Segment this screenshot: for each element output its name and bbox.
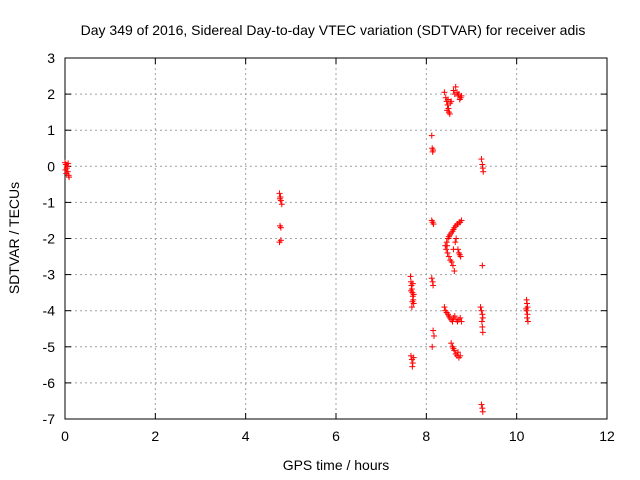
- x-axis-label: GPS time / hours: [283, 457, 390, 473]
- x-tick-label: 4: [242, 428, 250, 444]
- data-points: [62, 83, 531, 415]
- data-point: [409, 280, 416, 287]
- y-tick-label: -5: [43, 339, 56, 355]
- data-point: [444, 242, 451, 249]
- data-point: [452, 83, 459, 90]
- data-point: [457, 253, 464, 260]
- chart-title: Day 349 of 2016, Sidereal Day-to-day VTE…: [81, 22, 586, 38]
- data-point: [443, 246, 450, 253]
- data-point: [63, 170, 70, 177]
- data-point: [430, 282, 437, 289]
- x-tick-label: 12: [599, 428, 615, 444]
- grid: [65, 58, 607, 419]
- data-point: [444, 249, 451, 256]
- data-point: [448, 258, 455, 265]
- data-point: [441, 304, 448, 311]
- data-point: [62, 166, 69, 173]
- data-point: [450, 87, 457, 94]
- data-point: [479, 408, 486, 415]
- data-point: [478, 156, 485, 163]
- y-tick-label: -6: [43, 375, 56, 391]
- data-point: [409, 298, 416, 305]
- data-point: [444, 107, 451, 114]
- data-point: [479, 262, 486, 269]
- y-tick-label: 3: [47, 50, 55, 66]
- data-point: [276, 239, 283, 246]
- y-tick-label: -7: [43, 411, 56, 427]
- data-point: [457, 314, 464, 321]
- x-tick-label: 0: [61, 428, 69, 444]
- data-point: [453, 235, 460, 242]
- data-point: [276, 190, 283, 197]
- data-point: [430, 221, 437, 228]
- data-point: [458, 318, 465, 325]
- data-point: [454, 349, 461, 356]
- data-point: [66, 174, 73, 181]
- data-point: [441, 89, 448, 96]
- data-point: [276, 195, 283, 202]
- data-point: [410, 354, 417, 361]
- data-point: [451, 313, 458, 320]
- data-point: [448, 340, 455, 347]
- data-point: [65, 160, 72, 167]
- data-point: [430, 327, 437, 334]
- data-point: [445, 96, 452, 103]
- y-tick-label: 2: [47, 86, 55, 102]
- data-point: [478, 401, 485, 408]
- data-point: [524, 314, 531, 321]
- data-point: [276, 222, 283, 229]
- data-point: [407, 287, 414, 294]
- data-point: [428, 275, 435, 282]
- y-tick-label: -2: [43, 231, 56, 247]
- data-point: [478, 307, 485, 314]
- data-point: [479, 314, 486, 321]
- data-point: [458, 217, 465, 224]
- x-tick-label: 2: [151, 428, 159, 444]
- data-point: [278, 201, 285, 208]
- data-point: [408, 304, 415, 311]
- data-point: [428, 132, 435, 139]
- data-point: [64, 163, 71, 170]
- y-axis-label: SDTVAR / TECUs: [6, 182, 22, 294]
- data-point: [407, 273, 414, 280]
- y-tick-label: -3: [43, 267, 56, 283]
- data-point: [429, 343, 436, 350]
- x-tick-label: 10: [509, 428, 525, 444]
- x-tick-label: 8: [422, 428, 430, 444]
- data-point: [479, 323, 486, 330]
- data-point: [478, 318, 485, 325]
- data-point: [457, 352, 464, 359]
- data-point: [429, 148, 436, 155]
- data-point: [477, 304, 484, 311]
- x-tick-label: 6: [332, 428, 340, 444]
- data-point: [479, 329, 486, 336]
- x-tick-labels: 0 2 4 6 8 10 12: [61, 428, 615, 444]
- data-point: [458, 92, 465, 99]
- data-point: [431, 332, 438, 339]
- y-tick-label: 0: [47, 158, 55, 174]
- y-tick-labels: -7 -6 -5 -4 -3 -2 -1 0 1 2 3: [43, 50, 56, 427]
- y-tick-label: -1: [43, 194, 56, 210]
- y-tick-label: 1: [47, 122, 55, 138]
- data-point: [410, 291, 417, 298]
- data-point: [452, 239, 459, 246]
- data-point: [523, 305, 530, 312]
- data-point: [448, 98, 455, 105]
- data-point: [409, 363, 416, 370]
- data-point: [454, 246, 461, 253]
- data-point: [480, 168, 487, 175]
- data-point: [449, 262, 456, 269]
- data-point: [524, 318, 531, 325]
- axis-ticks: [64, 57, 608, 420]
- y-tick-label: -4: [43, 303, 56, 319]
- data-point: [445, 253, 452, 260]
- data-point: [451, 267, 458, 274]
- data-point: [450, 345, 457, 352]
- data-point: [446, 110, 453, 117]
